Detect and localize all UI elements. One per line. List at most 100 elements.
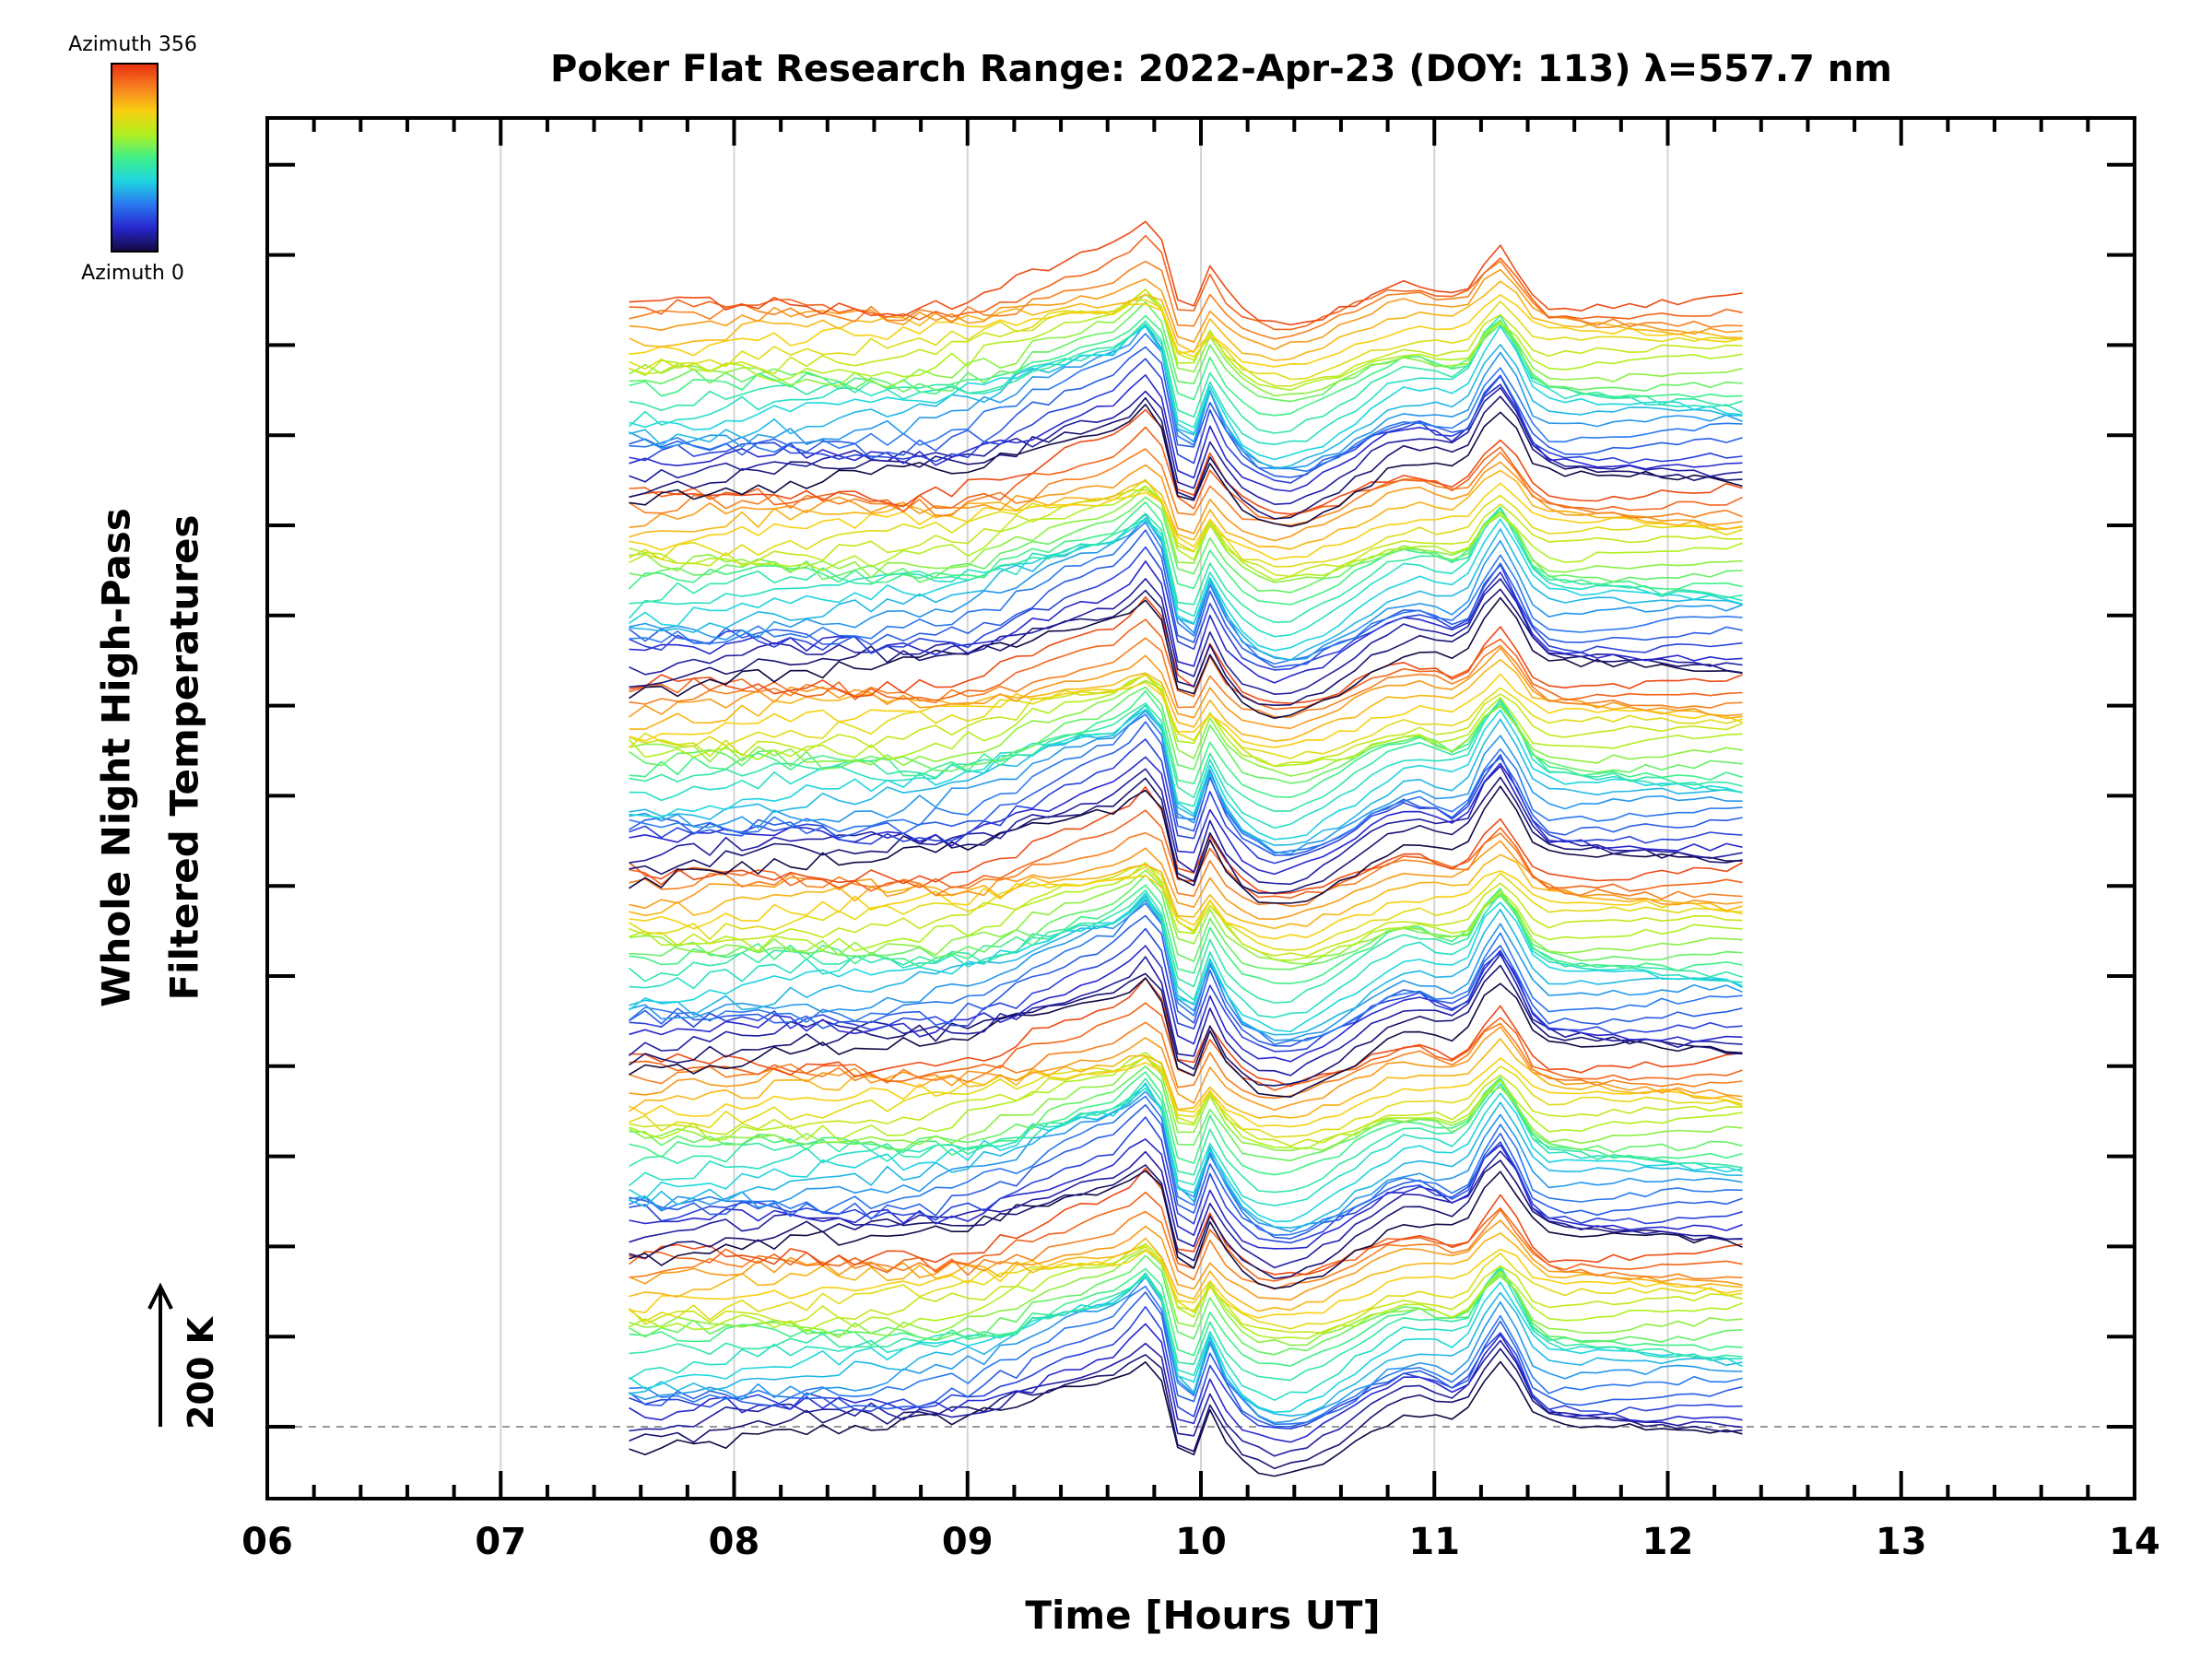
temperature-trace bbox=[629, 977, 1743, 1088]
temperature-trace bbox=[629, 1056, 1743, 1138]
temperature-trace bbox=[629, 1276, 1743, 1424]
temperature-trace bbox=[629, 234, 1743, 331]
temperature-trace bbox=[629, 596, 1743, 720]
temperature-trace bbox=[629, 488, 1743, 568]
temperature-trace bbox=[629, 1038, 1743, 1119]
temperature-trace bbox=[629, 1265, 1743, 1382]
temperature-trace bbox=[629, 865, 1743, 951]
temperature-trace bbox=[629, 1057, 1743, 1128]
temperature-trace bbox=[629, 1026, 1743, 1111]
temperature-trace bbox=[629, 1021, 1743, 1100]
x-tick-label: 10 bbox=[1175, 1521, 1227, 1563]
temperature-trace bbox=[629, 700, 1743, 813]
temperature-trace bbox=[628, 507, 1743, 638]
temperature-trace bbox=[629, 346, 1743, 478]
temperature-trace bbox=[629, 521, 1743, 665]
temperature-trace bbox=[629, 870, 1743, 940]
traces bbox=[628, 220, 1743, 1477]
temperature-trace bbox=[629, 293, 1743, 397]
temperature-trace bbox=[629, 1248, 1743, 1319]
temperature-trace bbox=[629, 1347, 1743, 1470]
scale-bar-arrow bbox=[147, 1282, 173, 1427]
temperature-trace bbox=[629, 403, 1743, 528]
temperature-trace bbox=[629, 892, 1743, 1018]
temperature-trace bbox=[629, 708, 1743, 841]
x-tick-label: 14 bbox=[2109, 1521, 2160, 1563]
temperature-trace bbox=[629, 710, 1743, 855]
temperature-trace bbox=[628, 1083, 1743, 1206]
temperature-trace bbox=[629, 1116, 1743, 1244]
temperature-trace bbox=[629, 1272, 1743, 1418]
x-tick-label: 06 bbox=[241, 1521, 293, 1563]
colorbar-bottom-label: Azimuth 0 bbox=[81, 262, 184, 285]
temperature-trace bbox=[629, 280, 1743, 361]
temperature-trace bbox=[629, 1249, 1743, 1347]
temperature-trace bbox=[629, 300, 1743, 403]
temperature-trace bbox=[629, 679, 1743, 777]
temperature-trace bbox=[629, 323, 1743, 469]
temperature-trace bbox=[629, 862, 1743, 961]
temperature-trace bbox=[629, 1285, 1743, 1426]
temperature-trace bbox=[629, 721, 1743, 856]
temperature-trace bbox=[629, 785, 1743, 904]
temperature-trace bbox=[629, 485, 1743, 582]
temperature-trace bbox=[628, 674, 1743, 759]
temperature-trace bbox=[629, 894, 1743, 1036]
temperature-trace bbox=[628, 902, 1743, 1046]
temperature-trace bbox=[629, 1065, 1743, 1162]
temperature-trace bbox=[629, 1242, 1743, 1340]
temperature-trace bbox=[629, 395, 1743, 520]
temperature-trace bbox=[629, 588, 1743, 707]
temperature-trace bbox=[629, 325, 1743, 461]
x-tick-label: 07 bbox=[475, 1521, 527, 1563]
temperature-trace bbox=[629, 831, 1743, 908]
temperature-trace bbox=[629, 1219, 1743, 1301]
axis-ticks bbox=[265, 118, 2136, 1499]
temperature-trace bbox=[629, 977, 1743, 1098]
temperature-trace bbox=[629, 1138, 1743, 1250]
temperature-trace bbox=[629, 1360, 1743, 1477]
temperature-trace bbox=[629, 874, 1743, 971]
temperature-trace bbox=[628, 785, 1743, 895]
temperature-trace bbox=[629, 637, 1743, 718]
temperature-trace bbox=[629, 529, 1743, 669]
temperature-trace bbox=[629, 618, 1743, 711]
temperature-trace bbox=[629, 1266, 1743, 1367]
temperature-trace bbox=[629, 408, 1743, 515]
temperature-trace bbox=[629, 546, 1743, 671]
temperature-trace bbox=[629, 1170, 1743, 1289]
temperature-trace bbox=[629, 1150, 1743, 1269]
temperature-trace bbox=[629, 513, 1743, 661]
chart-title: Poker Flat Research Range: 2022-Apr-23 (… bbox=[550, 48, 1892, 90]
temperature-trace bbox=[629, 1232, 1743, 1312]
x-tick-label: 13 bbox=[1875, 1521, 1927, 1563]
x-tick-label: 12 bbox=[1641, 1521, 1694, 1563]
temperature-trace bbox=[629, 853, 1743, 930]
temperature-trace bbox=[629, 386, 1743, 506]
temperature-trace bbox=[629, 776, 1743, 894]
temperature-trace bbox=[629, 892, 1743, 1032]
temperature-trace bbox=[629, 478, 1743, 578]
temperature-trace bbox=[629, 1056, 1743, 1147]
temperature-trace bbox=[629, 578, 1743, 696]
temperature-trace bbox=[629, 686, 1743, 784]
temperature-trace bbox=[629, 518, 1743, 652]
x-tick-label: 08 bbox=[708, 1521, 760, 1563]
temperature-trace bbox=[629, 1077, 1743, 1194]
temperature-trace bbox=[629, 294, 1743, 368]
temperature-trace bbox=[629, 1276, 1743, 1413]
x-tick-label: 09 bbox=[941, 1521, 994, 1563]
temperature-trace bbox=[629, 704, 1743, 846]
temperature-trace bbox=[629, 1254, 1743, 1356]
temperature-trace bbox=[629, 1208, 1743, 1290]
temperature-trace bbox=[629, 738, 1743, 865]
temperature-trace bbox=[629, 914, 1743, 1047]
temperature-trace bbox=[629, 517, 1743, 661]
temperature-trace bbox=[628, 319, 1743, 446]
temperature-trace bbox=[628, 888, 1743, 1004]
temperature-trace bbox=[629, 964, 1743, 1087]
temperature-trace bbox=[629, 1095, 1743, 1236]
temperature-trace bbox=[629, 647, 1743, 730]
temperature-trace bbox=[629, 1082, 1743, 1229]
